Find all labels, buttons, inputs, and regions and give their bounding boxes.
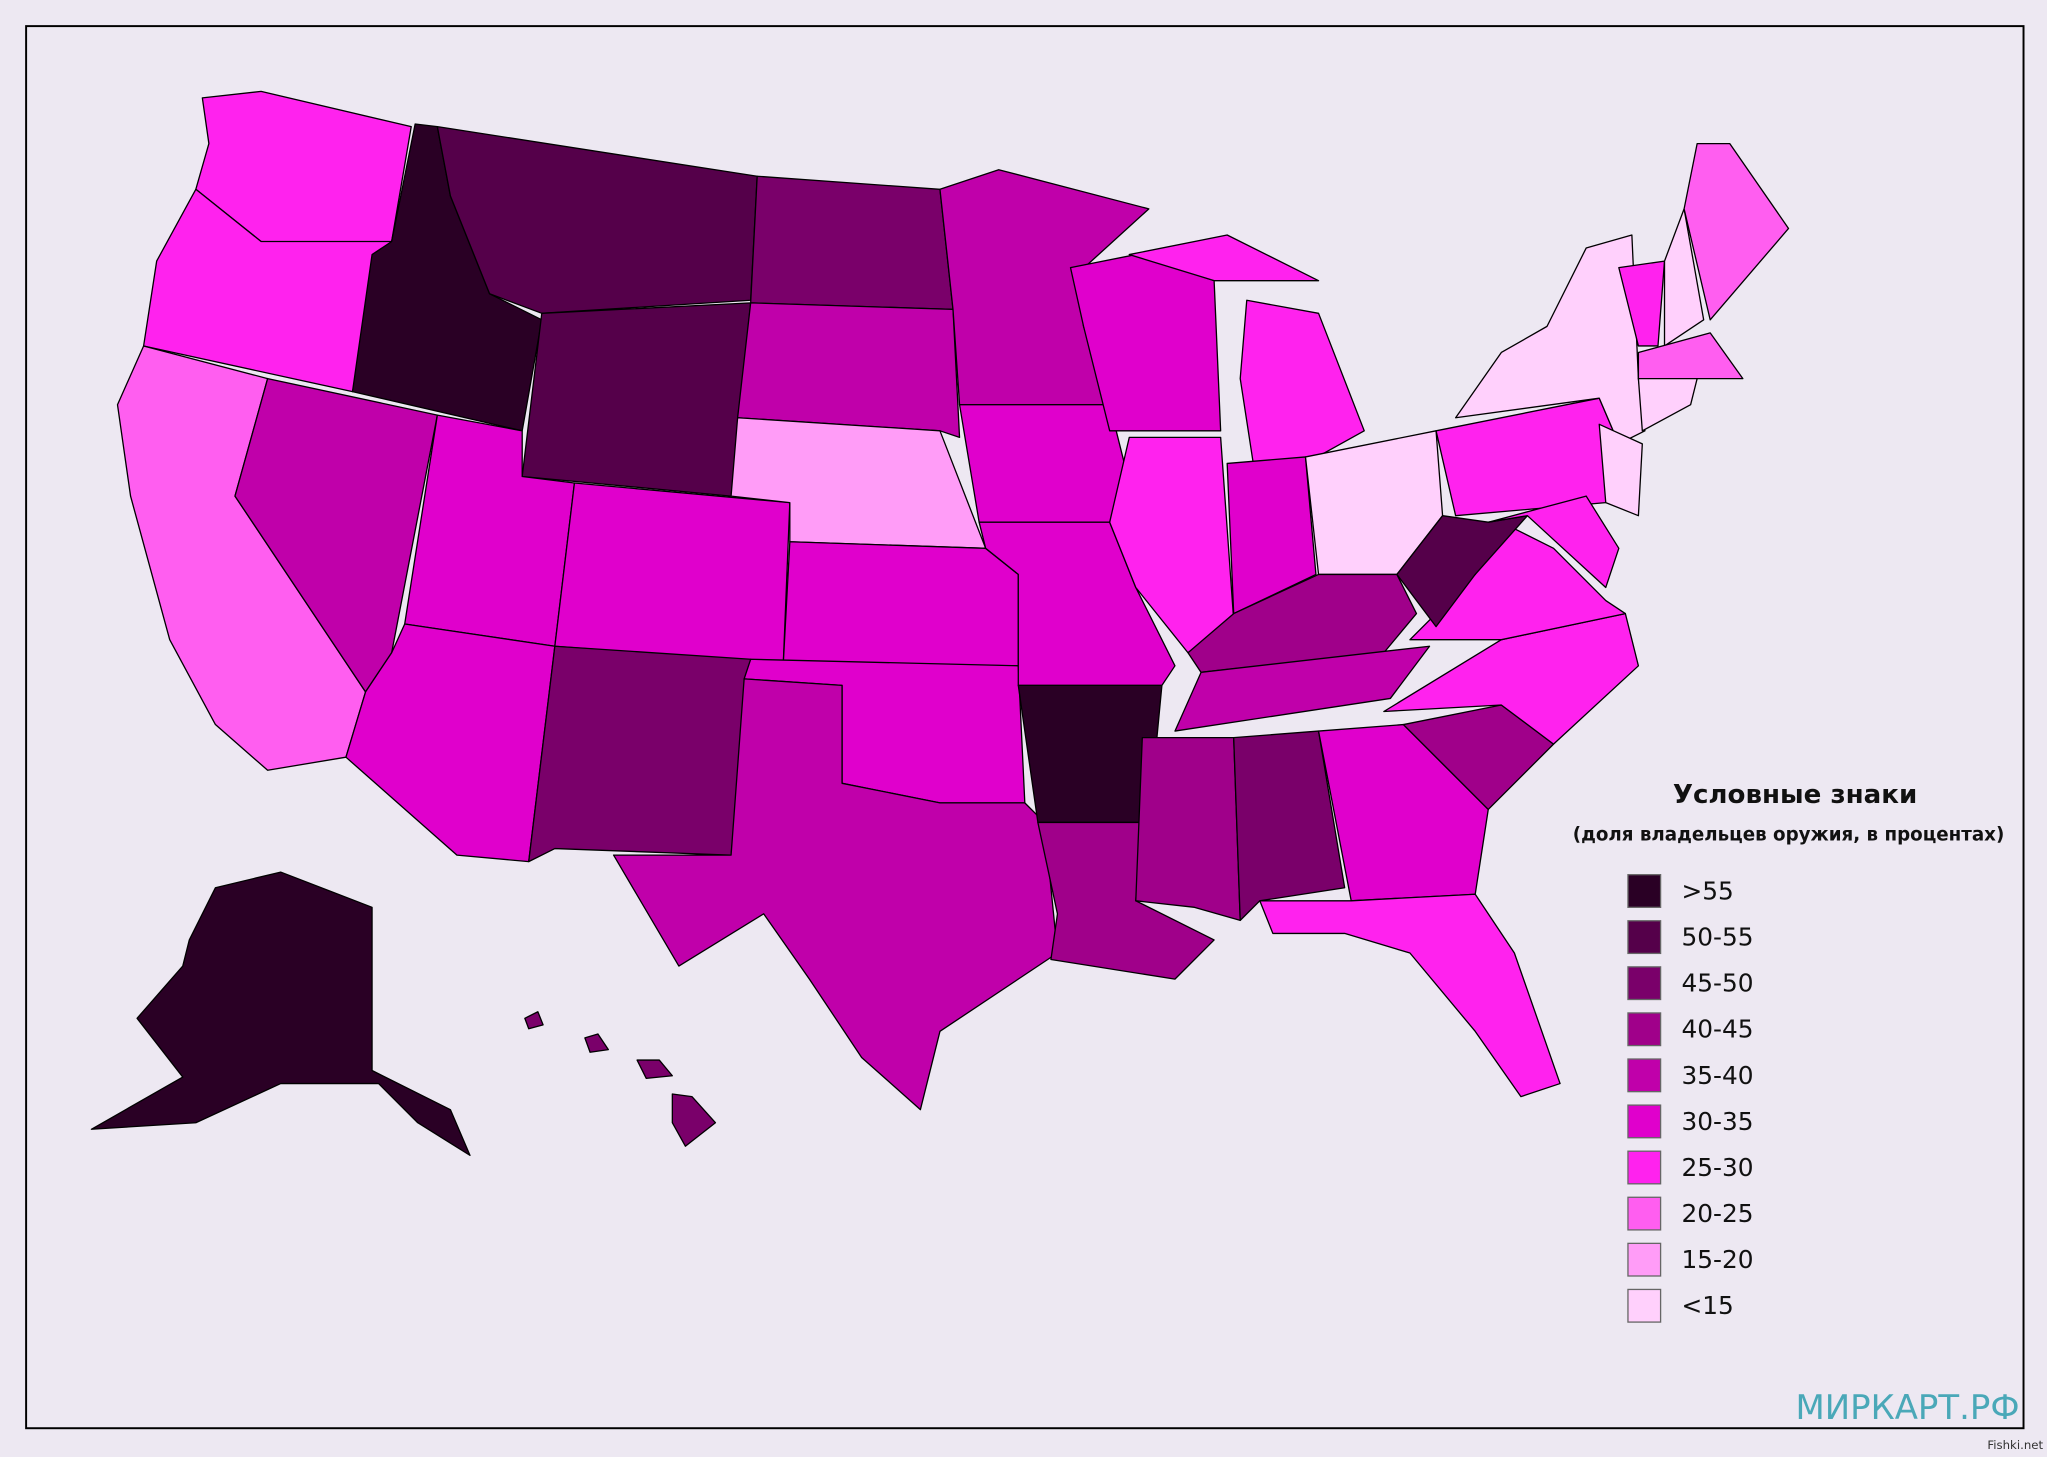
watermark: МИРКАРТ.РФ	[1795, 1388, 2019, 1428]
legend-label: 50-55	[1681, 923, 1753, 952]
state	[1637, 377, 1698, 432]
state	[554, 482, 791, 664]
legend-swatch	[1627, 1058, 1662, 1093]
state	[750, 175, 954, 311]
legend-label: 35-40	[1681, 1061, 1753, 1090]
legend-swatch	[1627, 874, 1662, 908]
state	[521, 302, 752, 497]
state	[1226, 456, 1317, 615]
credit: Fishki.net	[1987, 1438, 2043, 1452]
state	[958, 404, 1130, 523]
state	[1259, 893, 1561, 1098]
states	[90, 90, 1790, 1157]
legend-swatch	[1627, 1242, 1662, 1277]
legend-subtitle: (доля владельцев оружия, в процентах)	[1573, 825, 2005, 846]
state	[671, 1093, 717, 1147]
state	[528, 645, 752, 863]
state	[1663, 208, 1705, 347]
state	[782, 541, 1019, 667]
state	[1637, 332, 1744, 380]
legend-title: Условные знаки	[1673, 780, 1917, 810]
legend-swatch	[1627, 966, 1662, 1001]
state	[1174, 645, 1431, 732]
state	[736, 302, 961, 438]
legend: >55 50-55 45-50 40-45 35-40 30-35 25-30 20-25 15…	[1627, 874, 1754, 1323]
state	[636, 1059, 673, 1079]
legend-swatch	[1627, 1012, 1662, 1047]
legend-label: 20-25	[1681, 1199, 1753, 1228]
legend-label: <15	[1681, 1291, 1733, 1320]
legend-label: 30-35	[1681, 1107, 1753, 1136]
state	[1233, 730, 1346, 922]
state	[1135, 736, 1241, 922]
legend-label: 45-50	[1681, 969, 1753, 998]
legend-swatch	[1627, 1104, 1662, 1139]
state	[612, 678, 1059, 1111]
frame	[25, 25, 2025, 1430]
legend-label: >55	[1681, 876, 1733, 905]
legend-label: 15-20	[1681, 1245, 1753, 1274]
legend-swatch	[1627, 1288, 1662, 1323]
legend-swatch	[1627, 1150, 1662, 1185]
legend-swatch	[1627, 920, 1662, 955]
legend-label: 40-45	[1681, 1015, 1753, 1044]
state	[524, 1011, 544, 1030]
state	[1598, 423, 1643, 517]
legend-swatch	[1627, 1196, 1662, 1231]
state	[1683, 142, 1790, 321]
legend-label: 25-30	[1681, 1153, 1753, 1182]
map-root: Условные знаки (доля владельцев оружия, …	[25, 25, 2044, 1452]
state	[584, 1033, 610, 1053]
state	[1618, 260, 1666, 347]
state	[1487, 495, 1620, 589]
state	[90, 871, 471, 1157]
state	[1128, 234, 1320, 282]
state	[1317, 723, 1489, 902]
